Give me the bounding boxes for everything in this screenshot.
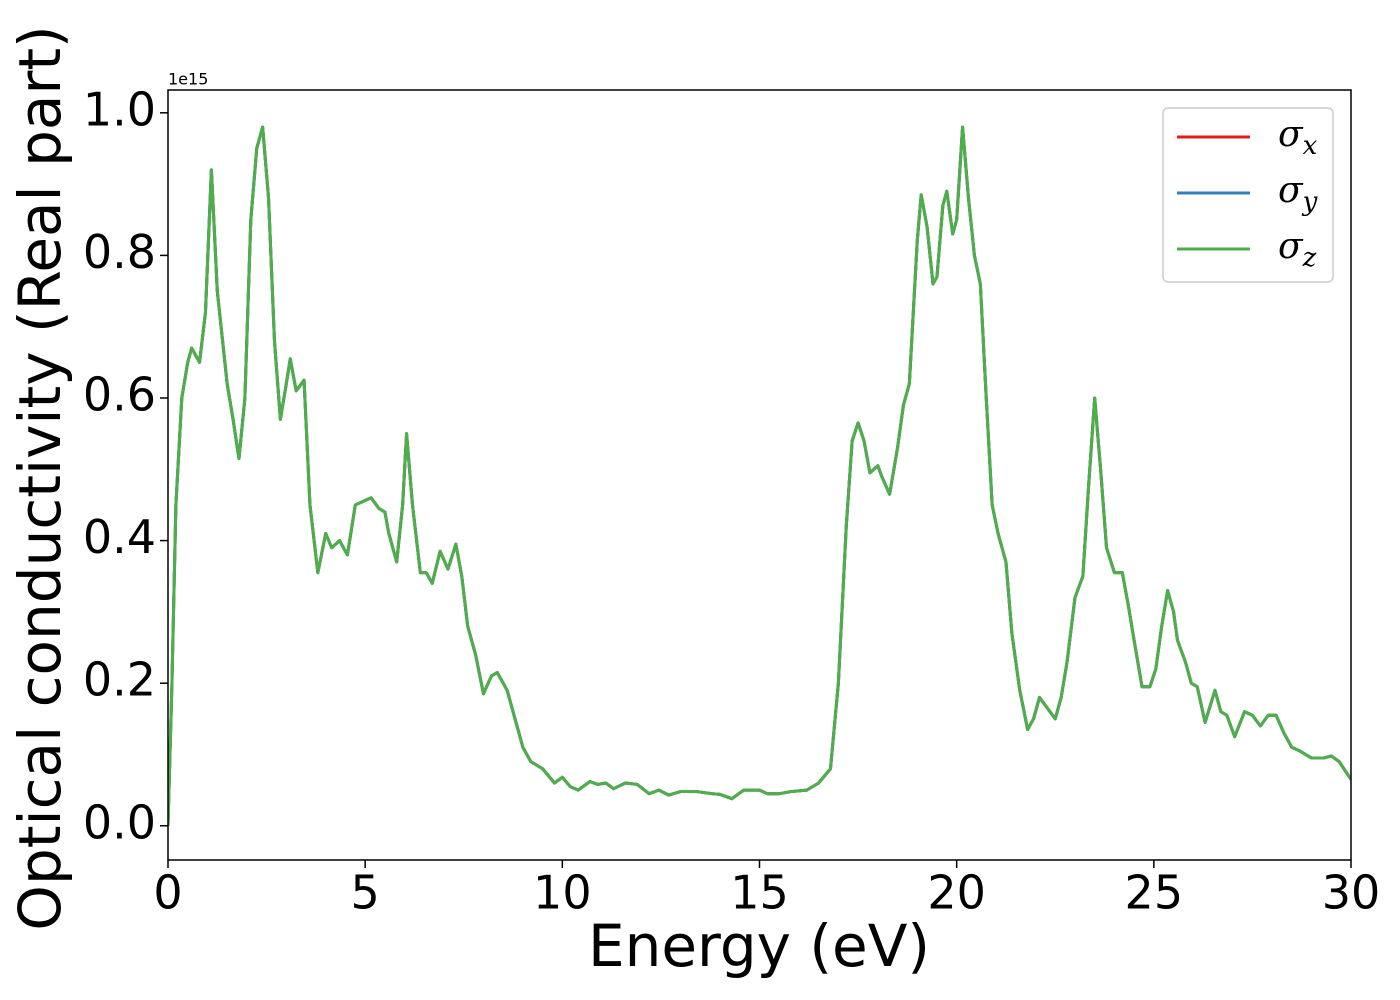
x-axis-label: Energy (eV) — [588, 912, 930, 980]
y-offset-label: 1e15 — [168, 70, 208, 89]
x-tick-label: 5 — [351, 866, 380, 920]
y-tick-label: 1.0 — [83, 82, 156, 136]
x-tick-label: 25 — [1125, 866, 1184, 920]
series-line — [168, 125, 1351, 826]
legend-label: σy — [1278, 170, 1318, 217]
legend-box — [1162, 107, 1334, 283]
x-tick-label: 20 — [927, 866, 986, 920]
y-tick-label: 0.6 — [83, 368, 156, 422]
y-tick-label: 0.4 — [83, 510, 156, 564]
x-tick-label: 30 — [1322, 866, 1381, 920]
legend-label: σz — [1278, 226, 1317, 273]
x-tick-label: 15 — [730, 866, 789, 920]
plot-frame — [167, 89, 1352, 861]
y-axis-label: Optical conductivity (Real part) — [6, 25, 74, 930]
y-tick-label: 0.2 — [83, 653, 156, 707]
x-tick-label: 0 — [153, 866, 182, 920]
legend-label: σx — [1278, 114, 1318, 161]
x-tick-label: 10 — [533, 866, 592, 920]
y-tick-label: 0.0 — [83, 795, 156, 849]
y-tick-label: 0.8 — [83, 225, 156, 279]
